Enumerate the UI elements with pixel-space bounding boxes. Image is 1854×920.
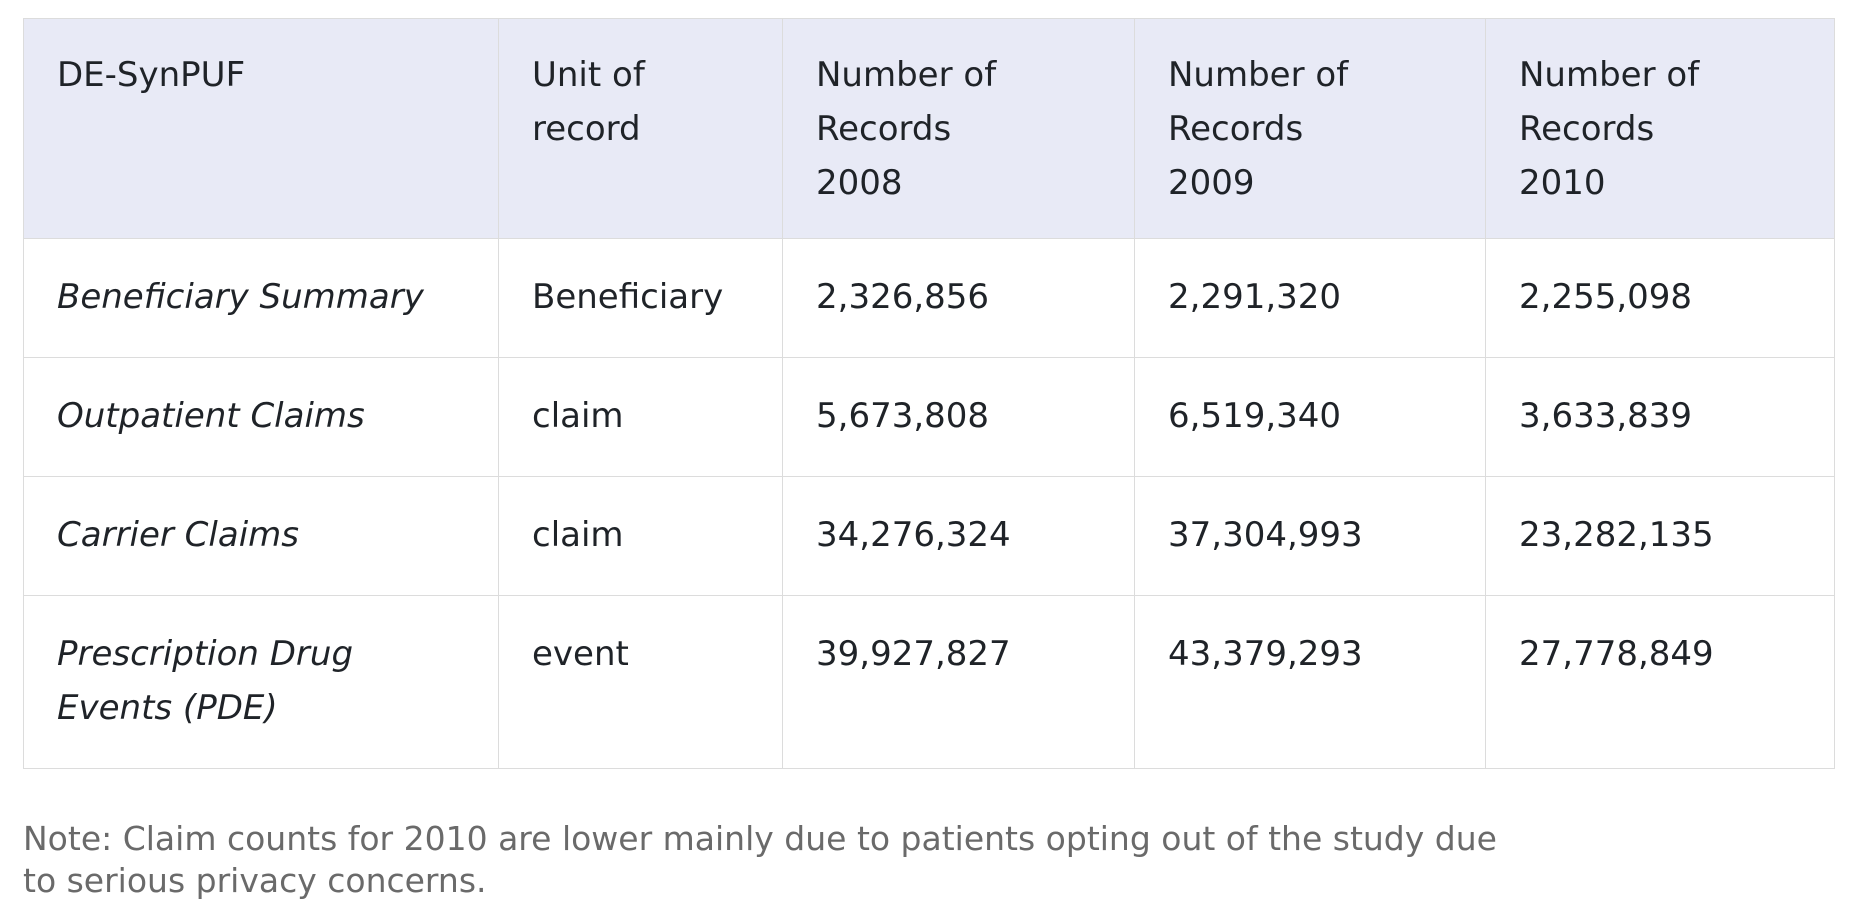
cell-2008: 34,276,324 (782, 476, 1135, 596)
cell-unit: event (498, 595, 783, 769)
footnote: Note: Claim counts for 2010 are lower ma… (23, 819, 1497, 900)
header-unit-line: Unit of (532, 55, 645, 95)
table-row: Outpatient Claims claim 5,673,808 6,519,… (23, 357, 1835, 477)
header-2008-line: Number of (816, 55, 997, 95)
header-2009-line: Records (1168, 109, 1304, 149)
cell-dataset: Carrier Claims (23, 476, 499, 596)
cell-2008: 39,927,827 (782, 595, 1135, 769)
table-body: Beneficiary Summary Beneficiary 2,326,85… (23, 238, 1835, 769)
cell-2010: 23,282,135 (1485, 476, 1835, 596)
cell-2010: 27,778,849 (1485, 595, 1835, 769)
header-2008-line: Records (816, 109, 952, 149)
header-2009: Number of Records 2009 (1134, 18, 1486, 239)
cell-unit: claim (498, 476, 783, 596)
cell-2010: 3,633,839 (1485, 357, 1835, 477)
records-table: DE-SynPUF Unit of record Number of Recor… (23, 18, 1835, 769)
cell-2008: 2,326,856 (782, 238, 1135, 358)
header-2010-line: Number of (1519, 55, 1700, 95)
header-2010-line: 2010 (1519, 163, 1606, 203)
cell-2009: 2,291,320 (1134, 238, 1486, 358)
cell-dataset: Outpatient Claims (23, 357, 499, 477)
table-header: DE-SynPUF Unit of record Number of Recor… (23, 18, 1835, 239)
cell-2009: 6,519,340 (1134, 357, 1486, 477)
cell-2009: 37,304,993 (1134, 476, 1486, 596)
header-dataset-label: DE-SynPUF (57, 55, 246, 95)
header-2008: Number of Records 2008 (782, 18, 1135, 239)
header-2009-line: 2009 (1168, 163, 1255, 203)
cell-dataset: Beneficiary Summary (23, 238, 499, 358)
header-row: DE-SynPUF Unit of record Number of Recor… (23, 18, 1835, 239)
header-unit-line: record (532, 109, 641, 149)
header-dataset: DE-SynPUF (23, 18, 499, 239)
header-2009-line: Number of (1168, 55, 1349, 95)
cell-2008: 5,673,808 (782, 357, 1135, 477)
header-unit: Unit of record (498, 18, 783, 239)
cell-2010: 2,255,098 (1485, 238, 1835, 358)
header-2008-line: 2008 (816, 163, 903, 203)
cell-dataset: Prescription Drug Events (PDE) (23, 595, 499, 769)
table-row: Carrier Claims claim 34,276,324 37,304,9… (23, 476, 1835, 596)
table-row: Beneficiary Summary Beneficiary 2,326,85… (23, 238, 1835, 358)
cell-unit: claim (498, 357, 783, 477)
cell-unit: Beneficiary (498, 238, 783, 358)
cell-2009: 43,379,293 (1134, 595, 1486, 769)
records-table-container: DE-SynPUF Unit of record Number of Recor… (23, 18, 1835, 769)
header-2010-line: Records (1519, 109, 1655, 149)
header-2010: Number of Records 2010 (1485, 18, 1835, 239)
table-row: Prescription Drug Events (PDE) event 39,… (23, 595, 1835, 769)
